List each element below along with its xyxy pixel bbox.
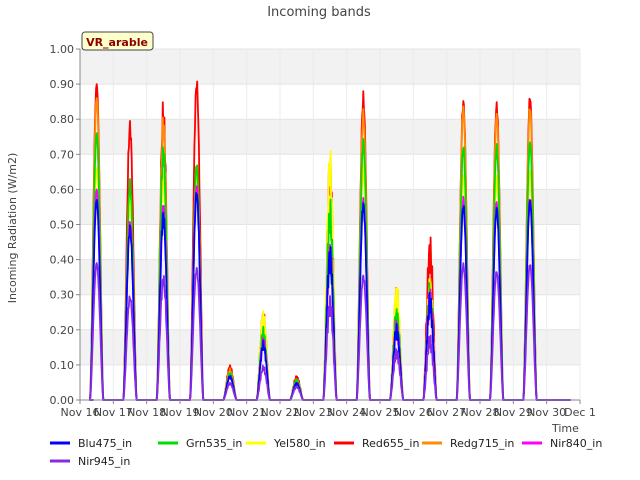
legend-label: Blu475_in [78,437,132,450]
legend-item-yel580_in: Yel580_in [246,437,326,450]
chart-title: Incoming bands [267,5,371,20]
y-tick-label: 0.60 [50,183,75,196]
legend-item-redg715_in: Redg715_in [422,437,514,450]
x-tick-label: Nov 24 [327,406,366,419]
x-tick-label: Nov 17 [94,406,133,419]
site-badge: VR_arable [81,31,154,51]
y-tick-label: 0.40 [50,254,75,267]
x-tick-label: Nov 30 [527,406,566,419]
x-tick-label: Nov 22 [261,406,300,419]
y-tick-label: 0.00 [50,394,75,407]
legend-item-red655_in: Red655_in [334,437,419,450]
x-axis-label: Time [551,422,579,435]
legend-label: Redg715_in [450,437,514,450]
legend-label: Grn535_in [186,437,242,450]
legend-label: Nir945_in [78,455,130,468]
y-tick-label: 0.50 [50,219,75,232]
x-tick-label: Nov 19 [161,406,200,419]
y-tick-labels: 0.00 0.10 0.20 0.30 0.40 0.50 0.60 0.70 0.80 0.90… [50,43,80,407]
site-badge-label: VR_arable [86,36,148,49]
legend: Blu475_in Grn535_in Yel580_in Red655_in Redg… [50,437,602,468]
y-tick-label: 1.00 [50,43,75,56]
grid-band [80,119,580,155]
x-tick-label: Nov 29 [494,406,533,419]
legend-item-blu475_in: Blu475_in [50,437,132,450]
x-tick-label: Nov 16 [61,406,100,419]
legend-item-nir840_in: Nir840_in [522,437,602,450]
x-tick-label: Nov 25 [361,406,400,419]
series-line-nir945_in [89,262,571,401]
y-tick-label: 0.80 [50,113,75,126]
legend-label: Nir840_in [550,437,602,450]
site-badge-box [81,31,154,51]
x-tick-label: Nov 27 [427,406,466,419]
legend-label: Yel580_in [273,437,326,450]
y-tick-label: 0.70 [50,148,75,161]
y-axis-label: Incoming Radiation (W/m2) [6,153,19,304]
grid-band [80,329,580,365]
legend-label: Red655_in [362,437,419,450]
legend-item-grn535_in: Grn535_in [158,437,242,450]
x-tick-label: Nov 28 [461,406,500,419]
x-tick-label: Nov 26 [394,406,433,419]
series-lines [89,80,571,401]
x-tick-label: Nov 23 [294,406,333,419]
y-tick-label: 0.90 [50,78,75,91]
x-tick-label: Nov 21 [227,406,266,419]
y-tick-label: 0.20 [50,324,75,337]
y-tick-label: 0.10 [50,359,75,372]
x-tick-label: Nov 20 [194,406,233,419]
legend-item-nir945_in: Nir945_in [50,455,130,468]
y-tick-label: 0.30 [50,289,75,302]
x-tick-label: Dec 1 [564,406,596,419]
grid-band [80,49,580,85]
x-tick-label: Nov 18 [127,406,166,419]
